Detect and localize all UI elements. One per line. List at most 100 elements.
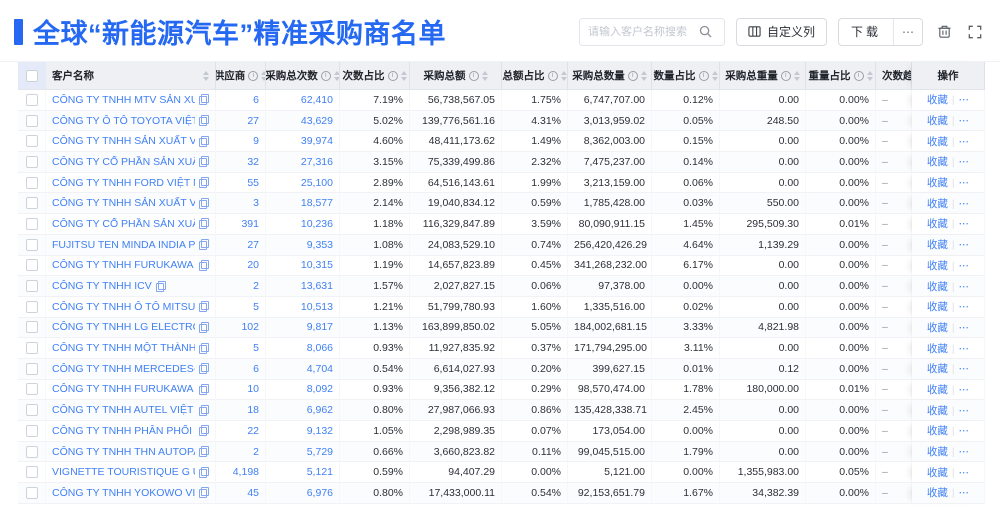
copy-icon[interactable] — [199, 363, 209, 375]
col-header-supplier[interactable]: 供应商 i — [216, 62, 266, 90]
info-icon[interactable]: i — [698, 70, 709, 81]
row-checkbox[interactable] — [25, 135, 38, 148]
customer-name-link[interactable]: CÔNG TY TNHH SẢN XUẤT VÀ ... — [52, 135, 195, 148]
favorite-button[interactable]: 收藏 — [926, 197, 948, 210]
copy-icon[interactable] — [199, 301, 209, 313]
copy-icon[interactable] — [199, 425, 209, 437]
row-checkbox[interactable] — [25, 93, 38, 106]
customer-name-link[interactable]: CÔNG TY TNHH PHÂN PHỐI T... — [52, 424, 195, 437]
row-more-button[interactable]: ⋯ — [958, 94, 970, 107]
fullscreen-icon[interactable] — [965, 22, 985, 42]
info-icon[interactable]: i — [468, 70, 479, 81]
search-icon[interactable] — [696, 22, 716, 42]
row-more-button[interactable]: ⋯ — [958, 301, 970, 314]
copy-icon[interactable] — [199, 466, 209, 478]
download-more-button[interactable]: ⋯ — [893, 18, 922, 45]
customer-name-link[interactable]: CÔNG TY TNHH FURUKAWA A... — [52, 259, 195, 272]
col-header-weight_pct[interactable]: 重量占比 i — [806, 62, 876, 90]
sort-carets-icon[interactable] — [711, 70, 718, 81]
download-button[interactable]: 下载 — [850, 25, 881, 39]
trash-icon[interactable] — [934, 22, 954, 42]
customer-name-link[interactable]: CÔNG TY TNHH YOKOWO VIỆT... — [52, 486, 195, 499]
row-more-button[interactable]: ⋯ — [958, 135, 970, 148]
row-checkbox[interactable] — [25, 424, 38, 437]
customer-name-link[interactable]: CÔNG TY TNHH FURUKAWA A... — [52, 383, 195, 396]
customer-name-link[interactable]: CÔNG TY TNHH Ô TÔ MITSUBI... — [52, 300, 195, 313]
col-header-qty[interactable]: 采购总数量 i — [568, 62, 652, 90]
sort-carets-icon[interactable] — [333, 70, 339, 81]
copy-icon[interactable] — [155, 280, 166, 292]
row-more-button[interactable]: ⋯ — [958, 466, 970, 479]
row-more-button[interactable]: ⋯ — [958, 425, 970, 438]
info-icon[interactable]: i — [780, 70, 791, 81]
row-more-button[interactable]: ⋯ — [958, 218, 970, 231]
col-header-times[interactable]: 采购总次数 i — [266, 62, 340, 90]
row-checkbox[interactable] — [25, 259, 38, 272]
customer-search-box[interactable] — [578, 17, 725, 46]
col-header-weight[interactable]: 采购总重量 i — [720, 62, 806, 90]
customer-name-link[interactable]: CÔNG TY TNHH SẢN XUẤT VÀ ... — [52, 197, 195, 210]
sort-carets-icon[interactable] — [866, 70, 873, 81]
row-more-button[interactable]: ⋯ — [958, 383, 970, 396]
sort-carets-icon[interactable] — [203, 70, 209, 81]
row-more-button[interactable]: ⋯ — [958, 197, 970, 210]
info-icon[interactable]: i — [853, 70, 864, 81]
copy-icon[interactable] — [199, 487, 209, 499]
select-all-checkbox[interactable] — [25, 69, 38, 82]
copy-icon[interactable] — [199, 177, 209, 189]
copy-icon[interactable] — [199, 218, 209, 230]
favorite-button[interactable]: 收藏 — [926, 363, 948, 376]
row-checkbox[interactable] — [25, 238, 38, 251]
customer-name-link[interactable]: CÔNG TY TNHH MTV SẢN XUẤ... — [52, 93, 195, 106]
favorite-button[interactable]: 收藏 — [926, 156, 948, 169]
copy-icon[interactable] — [199, 115, 209, 127]
copy-icon[interactable] — [199, 342, 209, 354]
info-icon[interactable]: i — [547, 70, 558, 81]
sort-carets-icon[interactable] — [261, 70, 265, 81]
copy-icon[interactable] — [199, 383, 209, 395]
copy-icon[interactable] — [199, 321, 209, 333]
search-input[interactable] — [587, 25, 690, 38]
favorite-button[interactable]: 收藏 — [926, 321, 948, 334]
row-checkbox[interactable] — [25, 280, 38, 293]
row-checkbox[interactable] — [25, 404, 38, 417]
col-header-qty_pct[interactable]: 数量占比 i — [652, 62, 720, 90]
favorite-button[interactable]: 收藏 — [926, 135, 948, 148]
row-checkbox[interactable] — [25, 176, 38, 189]
col-header-amount[interactable]: 采购总额 i — [410, 62, 502, 90]
row-more-button[interactable]: ⋯ — [958, 280, 970, 293]
customer-name-link[interactable]: FUJITSU TEN MINDA INDIA PVT... — [52, 238, 195, 251]
copy-icon[interactable] — [199, 94, 209, 106]
row-more-button[interactable]: ⋯ — [958, 487, 970, 500]
sort-carets-icon[interactable] — [640, 70, 647, 81]
col-header-name[interactable]: 客户名称 — [46, 62, 216, 90]
info-icon[interactable]: i — [627, 70, 638, 81]
row-more-button[interactable]: ⋯ — [958, 156, 970, 169]
row-checkbox[interactable] — [25, 486, 38, 499]
customer-name-link[interactable]: CÔNG TY TNHH ICV — [52, 280, 152, 293]
customer-name-link[interactable]: CÔNG TY TNHH FORD VIỆT NAM — [52, 176, 195, 189]
row-checkbox[interactable] — [25, 342, 38, 355]
sort-carets-icon[interactable] — [400, 70, 407, 81]
copy-icon[interactable] — [199, 135, 209, 147]
favorite-button[interactable]: 收藏 — [926, 301, 948, 314]
favorite-button[interactable]: 收藏 — [926, 218, 948, 231]
sort-carets-icon[interactable] — [793, 70, 800, 81]
customer-name-link[interactable]: CÔNG TY TNHH THN AUTOPAR... — [52, 445, 195, 458]
col-header-times_pct[interactable]: 次数占比 i — [340, 62, 410, 90]
row-more-button[interactable]: ⋯ — [958, 177, 970, 190]
copy-icon[interactable] — [199, 446, 209, 458]
row-checkbox[interactable] — [25, 362, 38, 375]
customer-name-link[interactable]: CÔNG TY TNHH AUTEL VIỆT N... — [52, 404, 195, 417]
favorite-button[interactable]: 收藏 — [926, 404, 948, 417]
row-more-button[interactable]: ⋯ — [958, 404, 970, 417]
info-icon[interactable]: i — [387, 70, 398, 81]
copy-icon[interactable] — [199, 156, 209, 168]
row-more-button[interactable]: ⋯ — [958, 446, 970, 459]
row-checkbox[interactable] — [25, 321, 38, 334]
customer-name-link[interactable]: CÔNG TY TNHH MERCEDES-B... — [52, 362, 195, 375]
favorite-button[interactable]: 收藏 — [926, 259, 948, 272]
customer-name-link[interactable]: CÔNG TY CỔ PHẦN SẢN XUẤT... — [52, 155, 195, 168]
favorite-button[interactable]: 收藏 — [926, 487, 948, 500]
favorite-button[interactable]: 收藏 — [926, 115, 948, 128]
